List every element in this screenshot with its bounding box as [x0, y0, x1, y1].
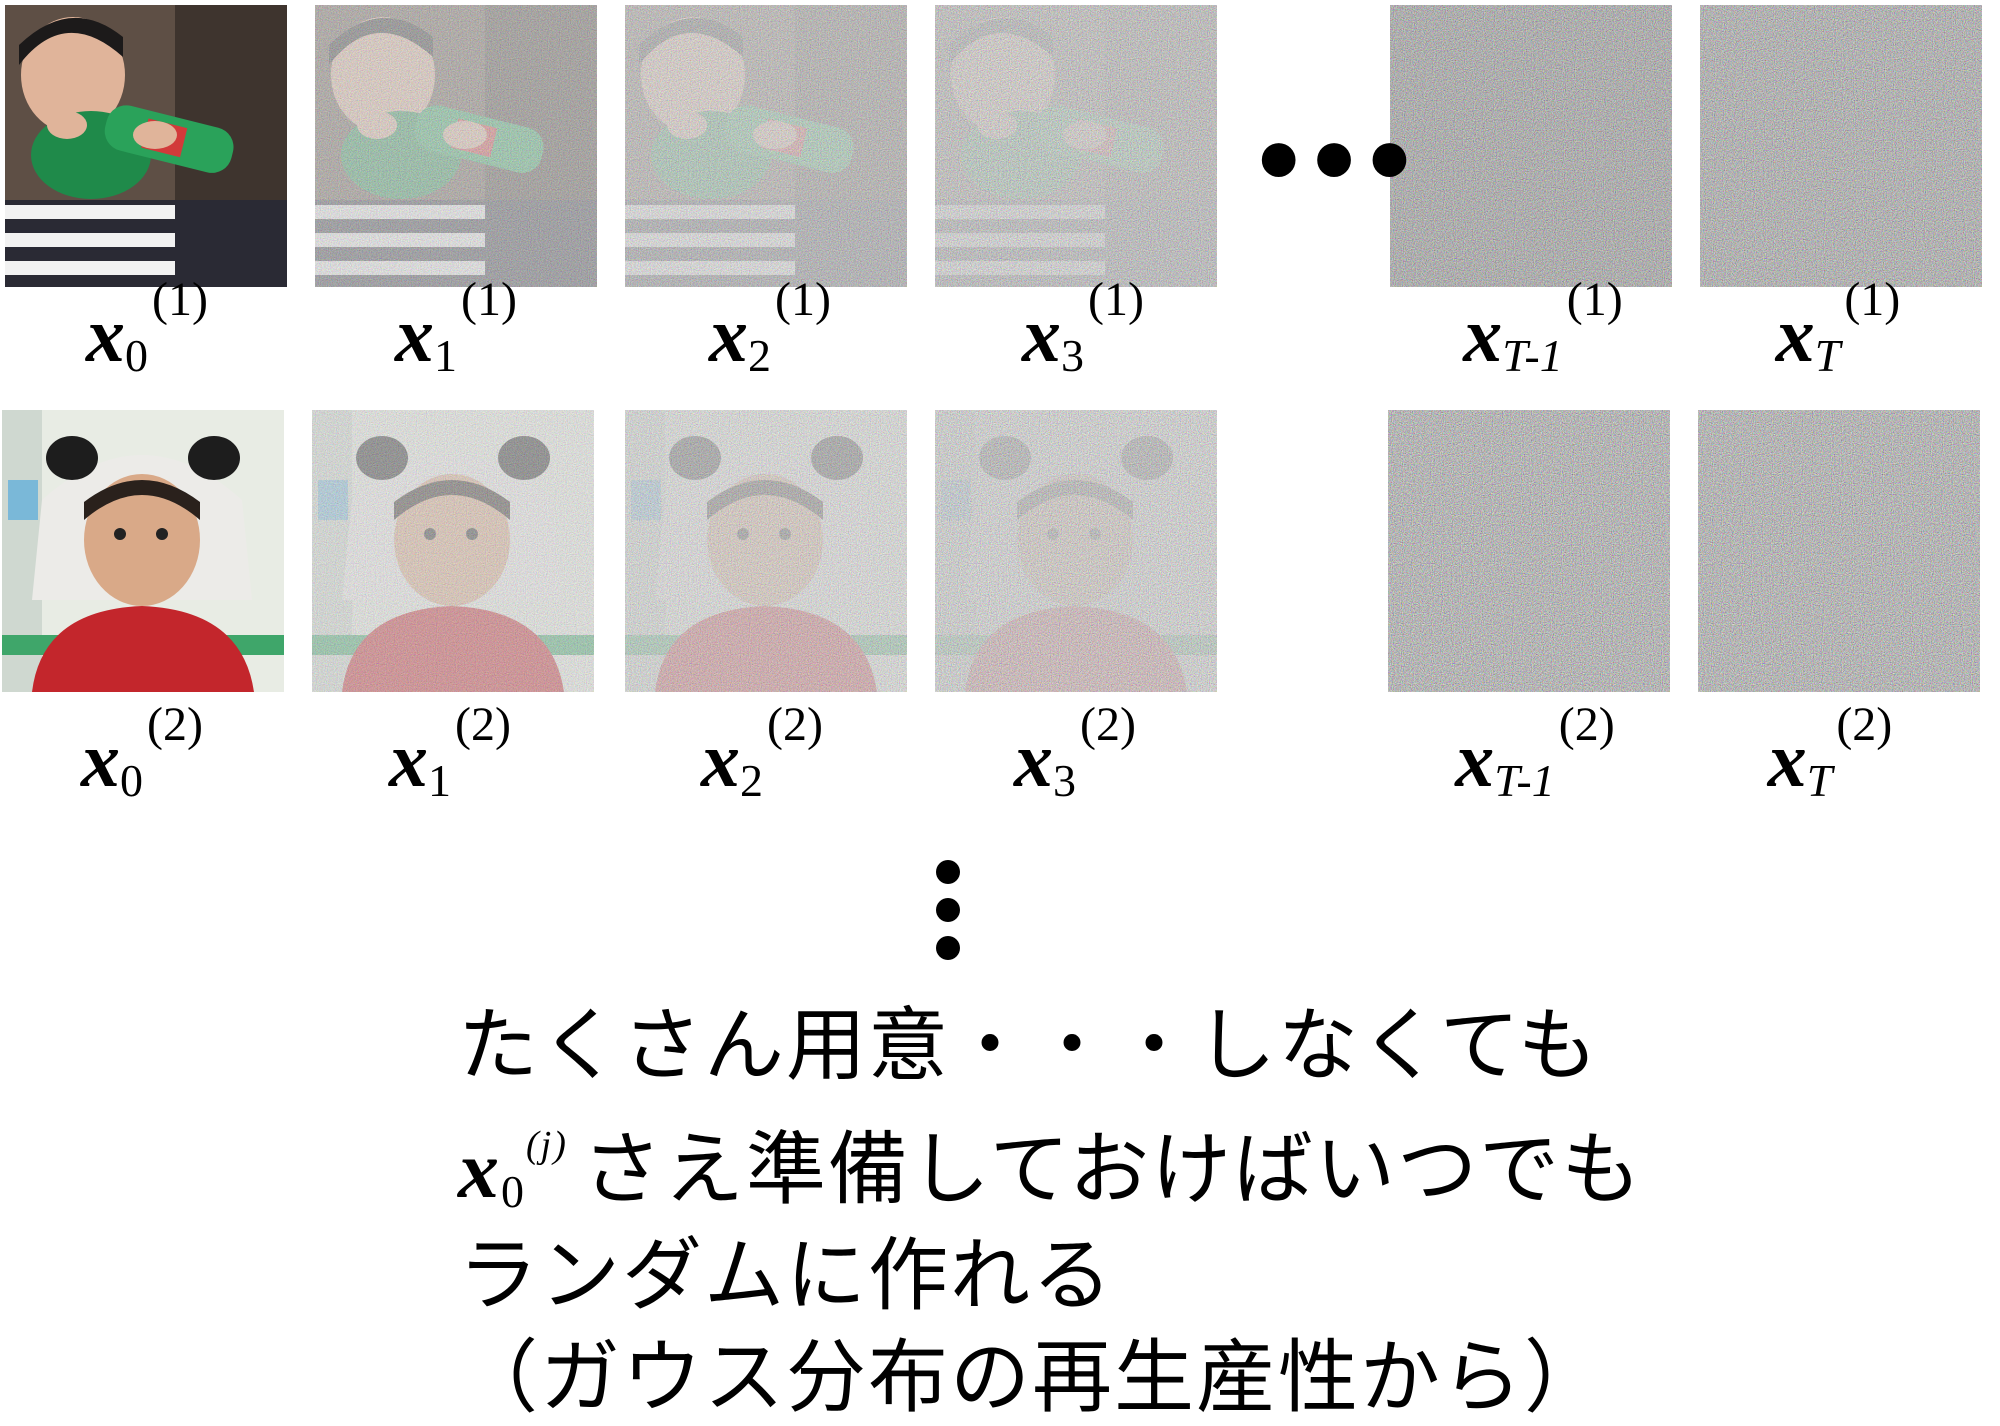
caption-line-2: x0(j) さえ準備しておけばいつでも: [458, 1123, 1644, 1217]
label-x3-2: x3(2): [1014, 698, 1136, 806]
label-xT-1: xT(1): [1775, 273, 1901, 381]
label-x0-2: x0(2): [81, 698, 203, 806]
image-x2-2: [625, 410, 907, 692]
caption-line-3: ランダムに作れる: [458, 1229, 1114, 1322]
label-xT-1-1: xT-1(1): [1463, 273, 1623, 381]
image-xT-2: [1698, 410, 1980, 692]
horizontal-ellipsis: •••: [1248, 107, 1420, 219]
label-xT-2: xT(2): [1767, 698, 1893, 806]
image-x3-1: [935, 5, 1217, 287]
image-x2-1: [625, 5, 907, 287]
image-xT-1: [1700, 5, 1982, 287]
label-x0-1: x0(1): [86, 273, 208, 381]
label-x3-1: x3(1): [1022, 273, 1144, 381]
label-x2-2: x2(2): [701, 698, 823, 806]
caption-line-1: たくさん用意・・・しなくても: [458, 999, 1600, 1092]
image-x1-1: [315, 5, 597, 287]
label-xT-1-2: xT-1(2): [1455, 698, 1615, 806]
image-x0-1: [5, 5, 287, 287]
image-x1-2: [312, 410, 594, 692]
image-x0-2: [2, 410, 284, 692]
caption-line-4: （ガウス分布の再生産性から）: [458, 1331, 1606, 1424]
image-x3-2: [935, 410, 1217, 692]
label-x1-1: x1(1): [395, 273, 517, 381]
label-x2-1: x2(1): [709, 273, 831, 381]
label-x1-2: x1(2): [389, 698, 511, 806]
vertical-ellipsis: [930, 860, 966, 960]
image-xT-1-1: [1390, 5, 1672, 287]
image-xT-1-2: [1388, 410, 1670, 692]
